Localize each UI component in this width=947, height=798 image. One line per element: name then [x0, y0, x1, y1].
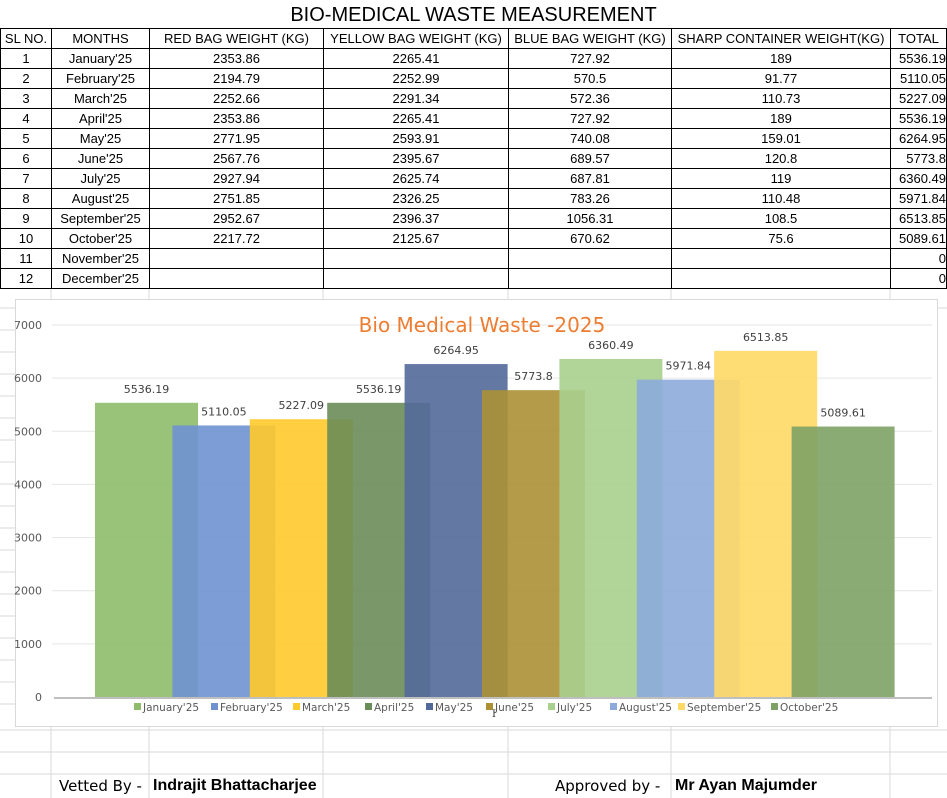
- y-tick-label: 4000: [14, 478, 42, 491]
- y-tick-label: 3000: [14, 532, 42, 545]
- cell-blue-bag[interactable]: 670.62: [508, 228, 672, 249]
- table-header-row: SL NO. MONTHS RED BAG WEIGHT (KG) YELLOW…: [0, 28, 947, 49]
- vetted-name-block: Indrajit Bhattacharjee: [153, 776, 317, 796]
- cell-month[interactable]: December'25: [51, 268, 150, 289]
- cell-month[interactable]: May'25: [51, 128, 150, 149]
- cell-yellow-bag[interactable]: 2265.41: [323, 48, 509, 69]
- cell-sharp-container[interactable]: 189: [671, 48, 891, 69]
- data-label: 5536.19: [124, 383, 170, 396]
- cell-month[interactable]: January'25: [51, 48, 150, 69]
- table-row: 4 April'25 2353.86 2265.41 727.92 189 5536.19: [0, 108, 947, 129]
- legend-item-label: July'25: [556, 702, 592, 714]
- cell-total[interactable]: 0: [890, 268, 947, 289]
- table-row: 11 November'25 0: [0, 248, 947, 269]
- cell-sharp-container[interactable]: 159.01: [671, 128, 891, 149]
- legend-item-label: March'25: [302, 702, 350, 714]
- legend-swatch: [486, 703, 493, 710]
- chart-title: Bio Medical Waste -2025: [359, 313, 606, 337]
- data-label: 5110.05: [201, 405, 247, 418]
- approved-by-name: Mr Ayan Majumder: [675, 777, 817, 794]
- header-red-bag[interactable]: RED BAG WEIGHT (KG): [149, 28, 324, 49]
- data-label: 5536.19: [356, 383, 402, 396]
- legend-swatch: [134, 703, 141, 710]
- approved-by-block: Approved by -: [555, 776, 660, 797]
- data-label: 5089.61: [820, 407, 866, 420]
- cell-sharp-container[interactable]: 91.77: [671, 68, 891, 89]
- data-label: 6264.95: [433, 344, 479, 357]
- vetted-by-label: Vetted By -: [59, 777, 142, 795]
- y-tick-label: 5000: [14, 425, 42, 438]
- legend-swatch: [678, 703, 685, 710]
- approved-by-label: Approved by -: [555, 777, 661, 795]
- header-months[interactable]: MONTHS: [51, 28, 150, 49]
- approved-name-block: Mr Ayan Majumder: [675, 776, 817, 796]
- cell-yellow-bag[interactable]: 2625.74: [323, 168, 509, 189]
- table-row: 2 February'25 2194.79 2252.99 570.5 91.77 5110…: [0, 68, 947, 89]
- bar-october-25: [791, 426, 895, 697]
- table-row: 12 December'25 0: [0, 268, 947, 289]
- table-row: 1 January'25 2353.86 2265.41 727.92 189 5536.1…: [0, 48, 947, 69]
- cell-blue-bag[interactable]: 727.92: [508, 48, 672, 69]
- legend-swatch: [610, 703, 617, 710]
- legend-item-label: February'25: [220, 702, 283, 714]
- legend-item-label: September'25: [687, 702, 761, 714]
- legend-swatch: [211, 703, 218, 710]
- legend-item-label: August'25: [619, 702, 672, 714]
- data-label: 5227.09: [279, 399, 325, 412]
- y-tick-label: 7000: [14, 319, 42, 332]
- cell-yellow-bag[interactable]: 2593.91: [323, 128, 509, 149]
- legend-swatch: [548, 703, 555, 710]
- legend-item-label: June'25: [494, 702, 534, 714]
- vetted-by-name: Indrajit Bhattacharjee: [153, 777, 317, 794]
- y-tick-label: 6000: [14, 372, 42, 385]
- vetted-by-block: Vetted By -: [59, 776, 142, 797]
- y-tick-label: 0: [35, 691, 42, 704]
- text-cursor-icon: I: [492, 709, 496, 720]
- legend-swatch: [365, 703, 372, 710]
- cell-blue-bag[interactable]: 689.57: [508, 148, 672, 169]
- table-row: 5 May'25 2771.95 2593.91 740.08 159.01 6264.95: [0, 128, 947, 149]
- legend-item-label: October'25: [780, 702, 838, 714]
- data-label: 5971.84: [666, 360, 712, 373]
- data-label: 6513.85: [743, 331, 789, 344]
- table-row: 9 September'25 2952.67 2396.37 1056.31 108.5 6…: [0, 208, 947, 229]
- data-label: 6360.49: [588, 339, 634, 352]
- legend-item-label: May'25: [435, 702, 473, 714]
- sheet-title: BIO-MEDICAL WASTE MEASUREMENT: [290, 4, 657, 26]
- cell-month[interactable]: July'25: [51, 168, 150, 189]
- cell-month[interactable]: April'25: [51, 108, 150, 129]
- legend-item-label: April'25: [374, 702, 414, 714]
- cell-total[interactable]: 5773.8: [890, 148, 947, 169]
- legend-swatch: [293, 703, 300, 710]
- cell-sl-no[interactable]: 12: [0, 268, 52, 289]
- cell-yellow-bag[interactable]: 2326.25: [323, 188, 509, 209]
- legend-swatch: [426, 703, 433, 710]
- waste-table: SL NO. MONTHS RED BAG WEIGHT (KG) YELLOW…: [0, 28, 947, 289]
- y-tick-label: 1000: [14, 638, 42, 651]
- y-tick-label: 2000: [14, 585, 42, 598]
- data-label: 5773.8: [514, 370, 553, 383]
- header-yellow-bag[interactable]: YELLOW BAG WEIGHT (KG): [323, 28, 509, 49]
- cell-total[interactable]: 5089.61: [890, 228, 947, 249]
- cell-month[interactable]: August'25: [51, 188, 150, 209]
- legend-item-label: January'25: [142, 702, 199, 714]
- legend-swatch: [771, 703, 778, 710]
- cell-total[interactable]: 6513.85: [890, 208, 947, 229]
- table-row: 10 October'25 2217.72 2125.67 670.62 75.6 5089…: [0, 228, 947, 249]
